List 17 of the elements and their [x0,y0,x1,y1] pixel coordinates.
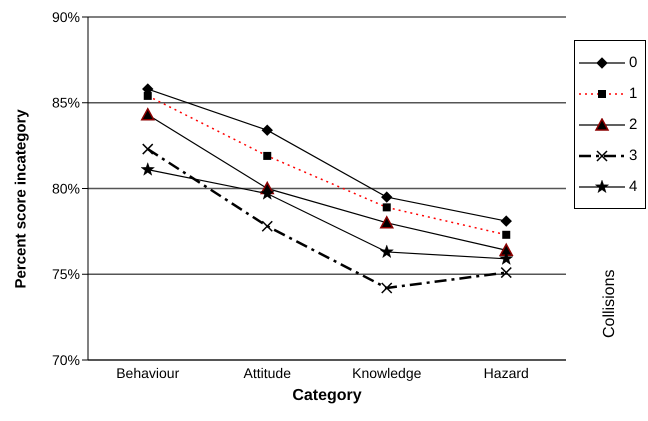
legend-label: 3 [629,147,638,164]
legend-label: 4 [629,178,638,195]
x-tick-label: Behaviour [116,364,180,381]
legend-title: Collisions [601,270,618,338]
y-tick-label: 85% [52,94,80,111]
legend-label: 1 [629,85,638,102]
x-axis-title: Category [292,387,362,404]
y-axis-title: Percent score incategory [12,108,30,288]
x-tick-label: Hazard [484,364,529,381]
legend-label: 0 [629,54,638,71]
y-tick-label: 90% [52,8,80,25]
x-tick-label: Knowledge [352,364,422,381]
x-tick-label: Attitude [244,364,292,381]
y-tick-label: 75% [52,266,80,282]
y-tick-label: 80% [52,180,80,196]
legend-label: 2 [629,116,638,133]
y-tick-label: 70% [52,352,80,368]
